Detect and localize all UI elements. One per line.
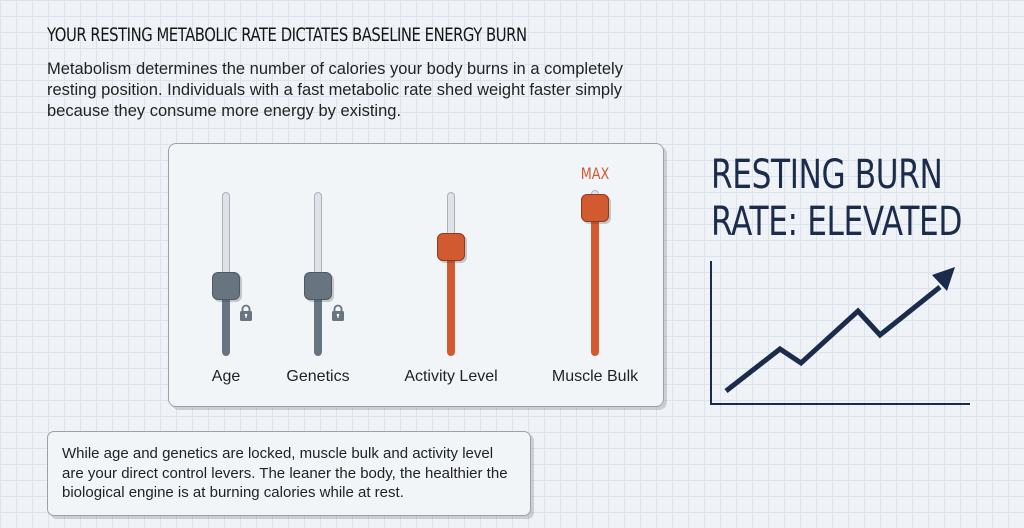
arrow-head-icon <box>932 267 955 291</box>
metabolism-sliders-panel: Age Genetics Activity Level MAX Muscle B… <box>168 143 664 407</box>
slider-track-fill <box>447 240 455 356</box>
slider-label: Muscle Bulk <box>551 368 639 385</box>
slider-knob[interactable] <box>304 272 332 300</box>
slider-label: Activity Level <box>404 368 498 385</box>
status-line-1: RESTING BURN <box>711 152 943 198</box>
trend-line <box>724 285 942 393</box>
slider-knob[interactable] <box>437 233 465 261</box>
slider-activity-level[interactable]: Activity Level <box>396 144 506 406</box>
slider-muscle-bulk[interactable]: MAX Muscle Bulk <box>540 144 650 406</box>
lock-icon <box>240 304 252 321</box>
page-title: YOUR RESTING METABOLIC RATE DICTATES BAS… <box>47 24 527 46</box>
slider-track-fill <box>222 280 230 356</box>
slider-track-empty <box>222 192 230 280</box>
takeaway-note: While age and genetics are locked, muscl… <box>47 431 531 516</box>
slider-knob[interactable] <box>581 194 609 222</box>
rising-trend-chart <box>710 261 970 405</box>
slider-age[interactable]: Age <box>171 144 281 406</box>
note-text: While age and genetics are locked, muscl… <box>62 445 508 501</box>
lock-icon <box>332 304 344 321</box>
status-line-2: RATE: ELEVATED <box>711 199 962 245</box>
burn-rate-status: RESTING BURN RATE: ELEVATED <box>711 152 962 246</box>
slider-label: Age <box>211 368 241 385</box>
slider-label: Genetics <box>286 368 350 385</box>
slider-track-fill <box>591 204 599 356</box>
slider-knob[interactable] <box>212 272 240 300</box>
max-badge: MAX <box>580 164 610 183</box>
slider-track-empty <box>314 192 322 280</box>
slider-genetics[interactable]: Genetics <box>263 144 373 406</box>
intro-paragraph: Metabolism determines the number of calo… <box>47 60 623 120</box>
slider-track-fill <box>314 280 322 356</box>
